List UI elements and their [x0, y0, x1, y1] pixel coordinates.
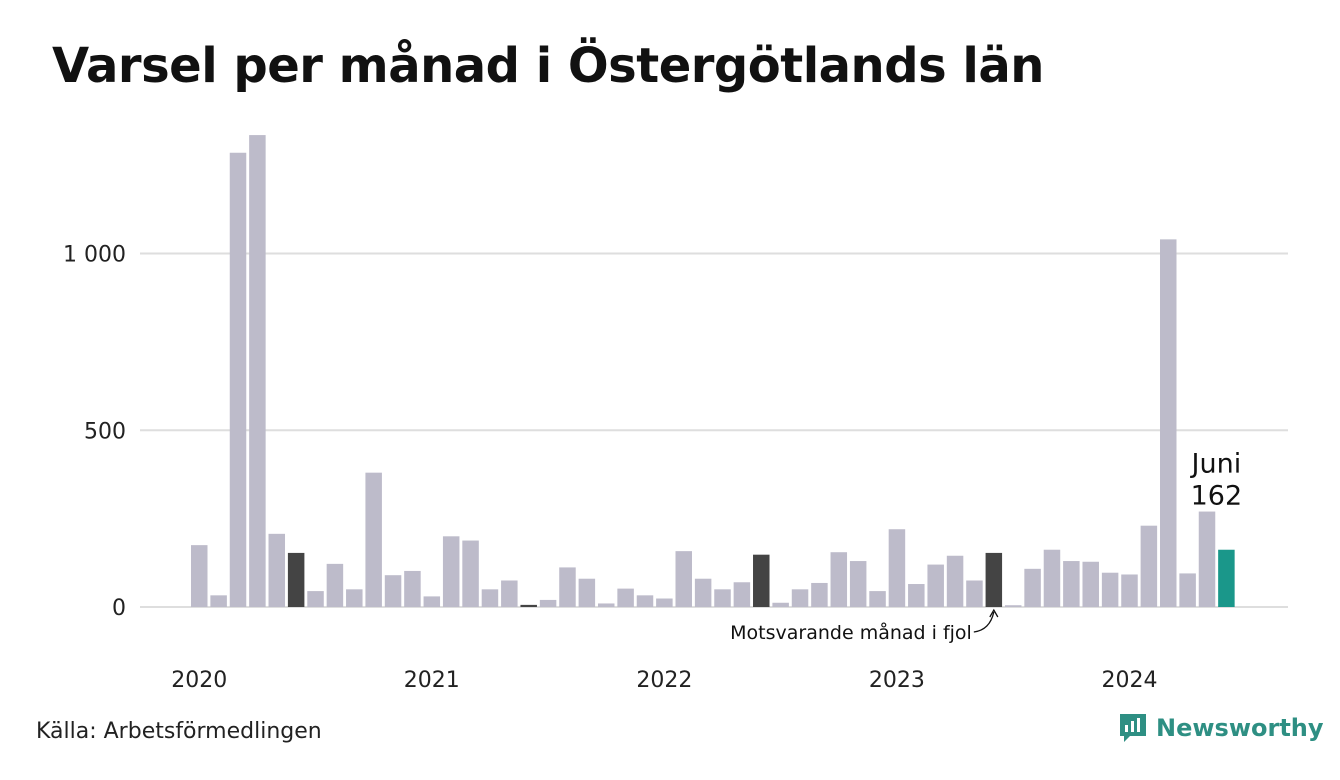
bar: [1024, 568, 1041, 607]
x-tick-label: 2021: [404, 668, 460, 693]
current-value-label: 162: [1191, 481, 1243, 512]
bar: [714, 589, 731, 607]
bar: [908, 584, 925, 607]
x-tick-label: 2020: [171, 668, 227, 693]
bar: [462, 540, 479, 607]
bars: [191, 135, 1235, 608]
bar-chart: 0 500 1 000 2020 2021 2022 2023 2024 Juni 162 …: [63, 135, 1288, 693]
source-credit: Källa: Arbetsförmedlingen: [36, 719, 322, 744]
bar: [287, 552, 305, 607]
bar: [423, 596, 441, 607]
bar: [888, 529, 906, 607]
y-axis-labels: 0 500 1 000: [63, 243, 126, 622]
bar: [268, 533, 286, 607]
bar: [811, 582, 828, 607]
bar: [656, 598, 673, 607]
bar: [210, 595, 227, 607]
annotations: Juni 162 Motsvarande månad i fjol: [730, 449, 1242, 644]
bar: [985, 552, 1003, 607]
bar: [869, 591, 886, 607]
bar: [753, 554, 770, 607]
bar: [539, 599, 557, 607]
bar: [1198, 511, 1216, 607]
bar: [365, 472, 382, 607]
previous-year-annotation: Motsvarande månad i fjol: [730, 621, 972, 644]
bar: [481, 589, 499, 607]
bar: [1004, 605, 1022, 607]
bar: [1121, 574, 1138, 607]
brand-name: Newsworthy: [1156, 714, 1324, 742]
annotation-arrow: [973, 611, 995, 633]
bar: [927, 564, 944, 607]
bar: [675, 551, 692, 607]
bar: [733, 582, 751, 607]
bar: [1218, 549, 1235, 607]
bar: [636, 595, 654, 607]
bar: [1101, 572, 1119, 607]
y-tick-label: 0: [112, 596, 126, 621]
bar: [249, 135, 266, 607]
bar: [1179, 573, 1196, 607]
bar: [597, 603, 615, 607]
current-month-label: Juni: [1190, 449, 1242, 480]
newsworthy-logo-icon: [1120, 714, 1146, 742]
bar: [617, 588, 634, 607]
bar: [578, 578, 596, 607]
grid-lines: [140, 252, 1288, 608]
bar: [1043, 549, 1061, 607]
bar: [849, 561, 867, 607]
brand-logo: Newsworthy: [1118, 712, 1324, 744]
bar: [559, 567, 576, 607]
x-axis-labels: 2020 2021 2022 2023 2024: [171, 668, 1157, 693]
annotation-arrowhead: [989, 608, 999, 618]
bar: [966, 580, 983, 607]
bar: [191, 545, 208, 607]
bar: [1140, 525, 1158, 607]
bar: [384, 575, 402, 607]
bar: [326, 563, 344, 607]
bar: [946, 555, 964, 607]
x-tick-label: 2022: [636, 668, 692, 693]
bar: [404, 570, 421, 607]
bar: [830, 552, 848, 607]
bar: [694, 578, 712, 607]
x-tick-label: 2024: [1101, 668, 1157, 693]
y-tick-label: 1 000: [63, 243, 126, 268]
bar: [1160, 239, 1177, 608]
bar: [791, 589, 809, 607]
bar: [520, 604, 537, 607]
bar: [1063, 561, 1080, 607]
bar: [1082, 561, 1099, 607]
bar: [501, 580, 518, 607]
x-tick-label: 2023: [869, 668, 925, 693]
bar: [442, 536, 460, 607]
y-tick-label: 500: [84, 419, 126, 444]
bar: [346, 589, 363, 607]
bar: [772, 602, 789, 607]
bar: [229, 152, 247, 607]
bar: [307, 591, 324, 607]
chart-title: Varsel per månad i Östergötlands län: [52, 38, 1044, 94]
